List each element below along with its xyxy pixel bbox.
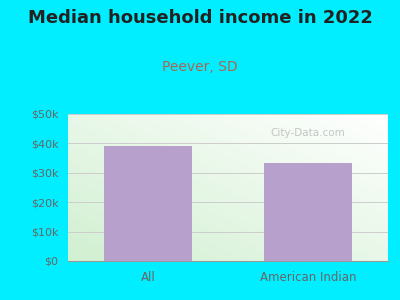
Text: City-Data.com: City-Data.com	[271, 128, 345, 138]
Text: Median household income in 2022: Median household income in 2022	[28, 9, 372, 27]
Text: Peever, SD: Peever, SD	[162, 60, 238, 74]
Bar	[264, 163, 352, 261]
Bar	[104, 146, 192, 261]
